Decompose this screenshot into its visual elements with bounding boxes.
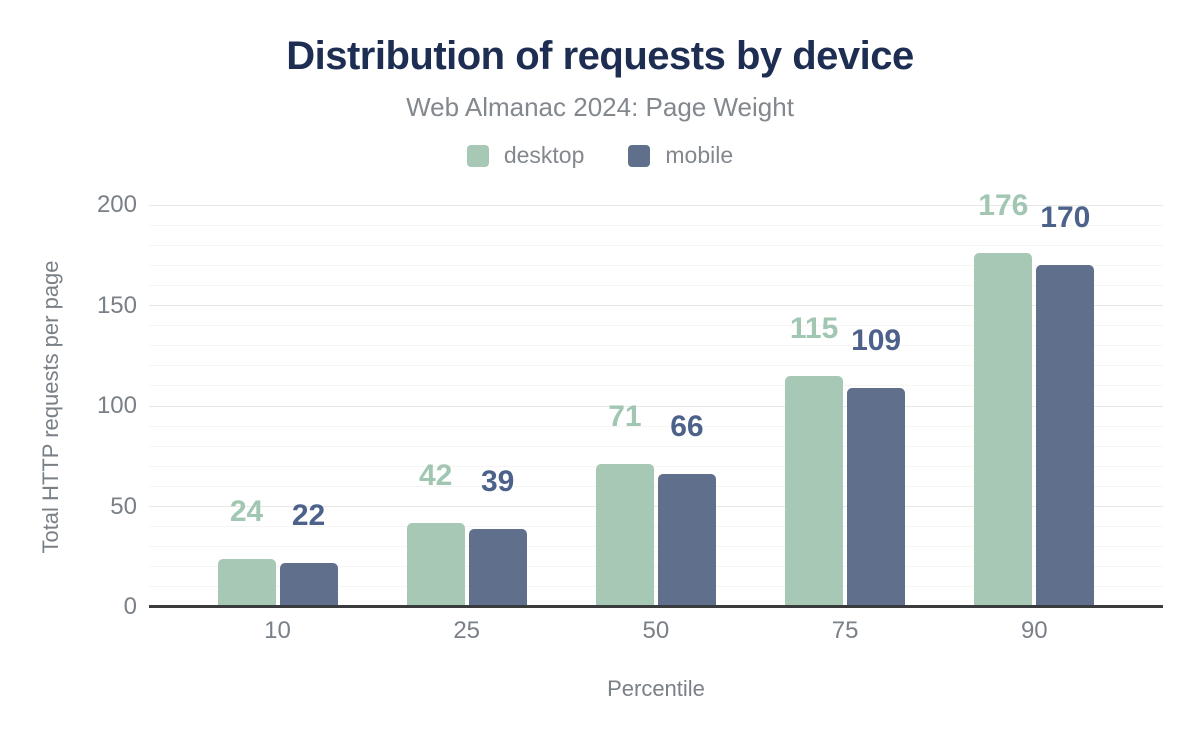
x-tick-75: 75: [831, 617, 859, 644]
gridline-150: [149, 305, 1163, 306]
x-axis-title: Percentile: [607, 676, 705, 701]
gridline-120: [149, 365, 1163, 367]
bar-mobile-p10: 22: [279, 500, 338, 607]
bar-desktop-p50: 71: [595, 402, 654, 607]
bar-value-mobile-p75: 109: [851, 323, 902, 357]
y-tick-200: 200: [96, 191, 137, 218]
bar-value-desktop-p90: 176: [978, 189, 1029, 223]
bar-group-p75: 115 109 75: [751, 313, 940, 643]
gridline-50: [149, 506, 1163, 507]
bar-group-p50: 71 66 50: [561, 402, 750, 643]
legend-item-mobile: mobile: [628, 142, 733, 169]
bar-group-p90: 176 170 90: [940, 191, 1129, 643]
bar-value-desktop-p25: 42: [419, 458, 453, 492]
y-tick-0: 0: [123, 593, 137, 620]
bar-mobile-p75: 109: [847, 325, 906, 607]
bar-value-mobile-p10: 22: [291, 498, 326, 532]
x-tick-50: 50: [642, 617, 670, 644]
gridline-110: [149, 385, 1163, 387]
chart-subtitle: Web Almanac 2024: Page Weight: [406, 92, 794, 122]
x-tick-90: 90: [1020, 617, 1048, 644]
bar-desktop-p10: 24: [217, 496, 276, 607]
gridline-20: [149, 566, 1163, 568]
bar-group-p25: 42 39 25: [372, 460, 561, 643]
gridline-10: [149, 586, 1163, 588]
y-tick-100: 100: [96, 392, 137, 419]
gridline-60: [149, 485, 1163, 487]
y-tick-150: 150: [96, 291, 137, 319]
gridline-190: [149, 224, 1163, 226]
legend: desktop mobile: [0, 142, 1200, 169]
gridline-100: [149, 405, 1163, 407]
bar-value-desktop-p75: 115: [789, 311, 839, 345]
gridline-180: [149, 244, 1163, 246]
bar-group-p10: 24 22 10: [183, 496, 372, 643]
bar-value-mobile-p25: 39: [481, 464, 515, 498]
bar-value-mobile-p50: 66: [670, 410, 704, 444]
y-axis-ticks: 0 50 100 150 200: [0, 193, 137, 619]
plot-area: 24 22 10 42 39 25 71 66 50 115 109 75 176 170 90: [149, 191, 1163, 643]
legend-item-desktop: desktop: [466, 142, 585, 169]
legend-label-desktop: desktop: [503, 142, 585, 168]
gridline-30: [149, 546, 1163, 548]
bar-value-mobile-p90: 170: [1040, 201, 1091, 235]
bar-desktop-p90: 176: [974, 191, 1033, 607]
x-tick-10: 10: [264, 617, 291, 644]
gridline-200: [149, 204, 1163, 206]
bar-desktop-p25: 42: [406, 460, 465, 607]
bar-mobile-p90: 170: [1036, 203, 1095, 607]
desktop-swatch: [466, 144, 489, 167]
gridline-130: [149, 345, 1163, 347]
x-tick-25: 25: [453, 617, 481, 644]
gridline-90: [149, 425, 1163, 427]
bar-mobile-p50: 66: [657, 412, 716, 607]
gridline-70: [149, 465, 1163, 467]
chart-title: Distribution of requests by device: [286, 34, 914, 78]
gridline-40: [149, 526, 1163, 528]
bar-desktop-p75: 115: [785, 313, 844, 607]
gridline-170: [149, 264, 1163, 266]
legend-label-mobile: mobile: [665, 142, 734, 168]
gridline-80: [149, 445, 1163, 447]
mobile-swatch: [628, 144, 651, 167]
bar-value-desktop-p10: 24: [229, 494, 264, 528]
bar-mobile-p25: 39: [468, 466, 527, 607]
gridline-140: [149, 325, 1163, 327]
gridline-160: [149, 284, 1163, 286]
y-tick-50: 50: [110, 492, 137, 520]
bar-value-desktop-p50: 71: [608, 400, 642, 434]
